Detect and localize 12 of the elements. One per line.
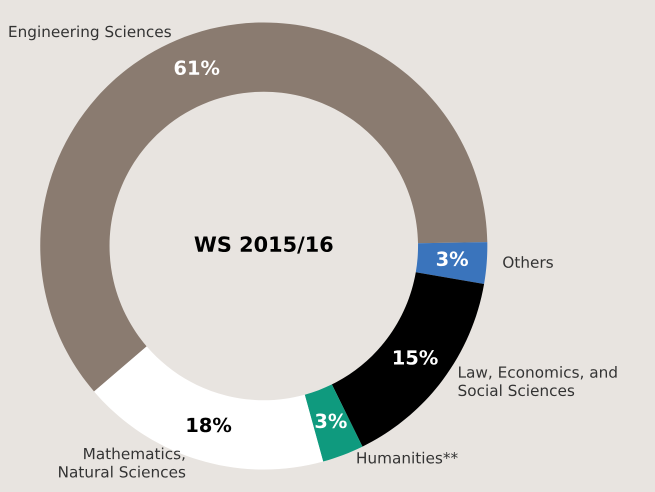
data-label: 18% bbox=[187, 418, 232, 432]
slice-label: Mathematics, Natural Sciences bbox=[59, 448, 186, 478]
data-label: 61% bbox=[174, 60, 220, 76]
data-label: 3% bbox=[316, 414, 347, 428]
slice-label: Engineering Sciences bbox=[9, 25, 171, 40]
donut-slice bbox=[416, 242, 488, 284]
data-label: 15% bbox=[394, 350, 438, 365]
slice-label: Others bbox=[503, 256, 553, 268]
text: WS 2015/16 bbox=[194, 236, 333, 254]
slice-label: Humanities** bbox=[357, 452, 458, 464]
data-label: 3% bbox=[436, 251, 468, 266]
slice-label: Law, Economics, and Social Sciences bbox=[458, 366, 617, 396]
